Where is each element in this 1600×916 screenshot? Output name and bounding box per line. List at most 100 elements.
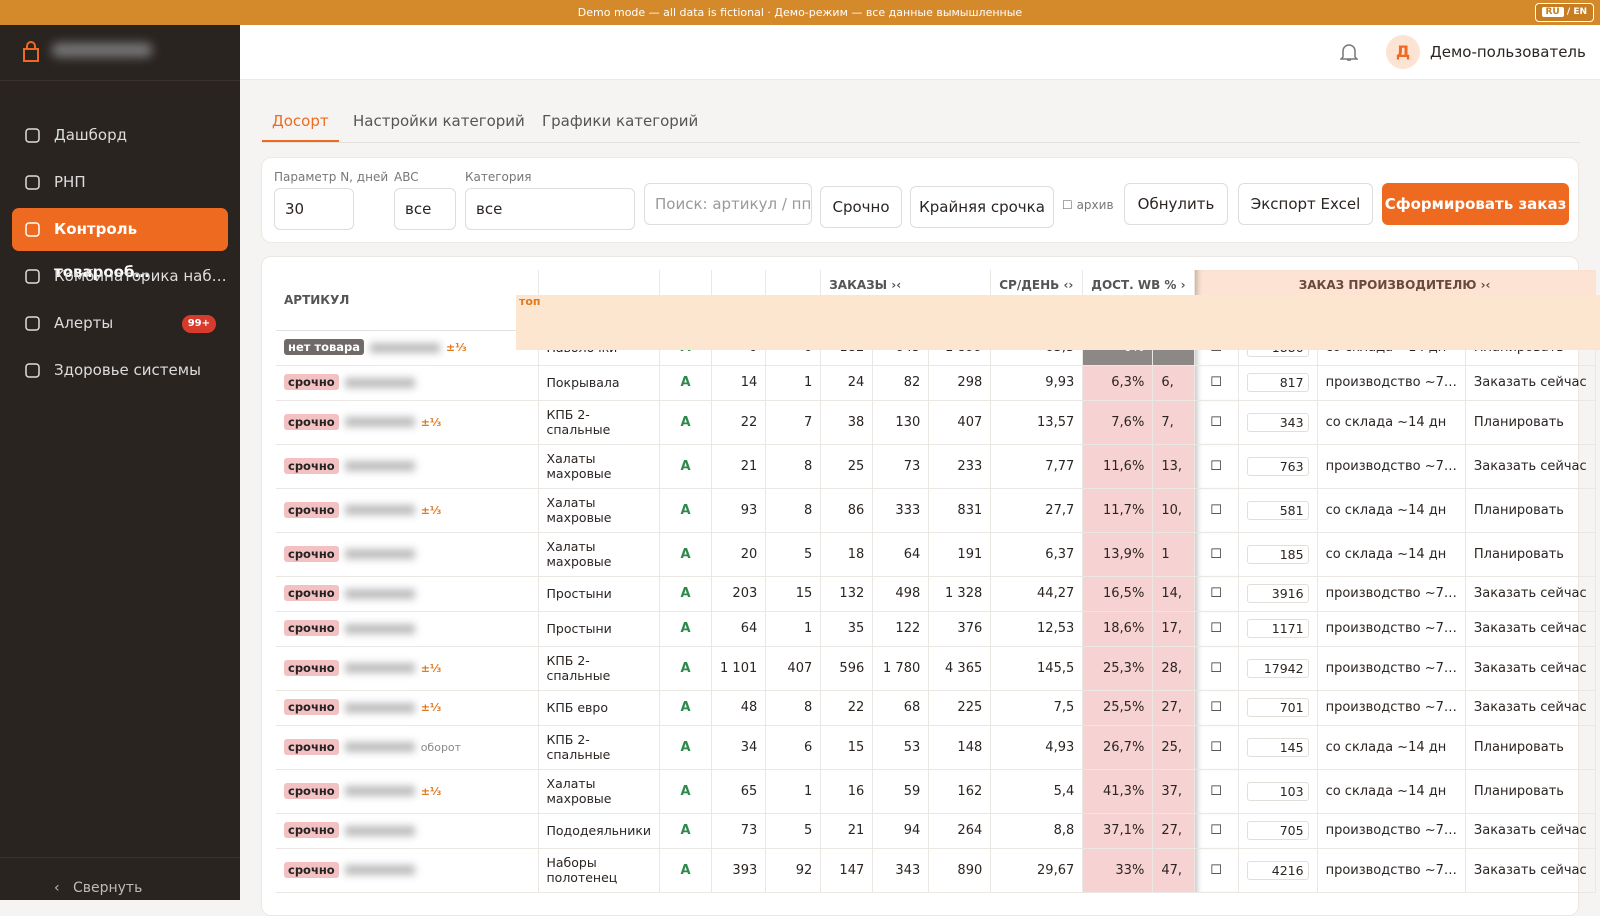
select[interactable]: ☐ [1194, 365, 1239, 401]
nav-item[interactable]: Комбинаторика наб… [12, 255, 228, 298]
nav-label[interactable]: Комбинаторика наб… [54, 267, 227, 285]
nav-label[interactable]: Контроль товарооб… [54, 220, 150, 281]
nav-item[interactable]: Алерты 99+ [12, 302, 228, 345]
mode: со склада ~14 дн [1317, 769, 1466, 814]
nav-item[interactable]: Здоровье системы [12, 349, 228, 392]
value: 225 [928, 690, 992, 726]
value: 1 [765, 611, 822, 647]
select[interactable]: ☐ [1194, 444, 1239, 489]
select[interactable]: ☐ [1194, 488, 1239, 533]
value: 831 [928, 488, 992, 533]
nav-label[interactable]: РНП [54, 173, 86, 191]
collapse[interactable]: ‹ Свернуть [0, 857, 240, 896]
lang[interactable]: EN [1573, 7, 1587, 17]
select[interactable]: ☐ [1194, 813, 1239, 849]
order-button[interactable]: Сформировать заказ [1382, 183, 1569, 225]
q-input[interactable]: 763 [1246, 456, 1309, 476]
delivery-3d: 25,3% [1082, 646, 1154, 691]
select[interactable]: ☐ [1194, 725, 1239, 770]
select[interactable]: ☐ [1194, 848, 1239, 893]
export-button[interactable]: Экспорт Excel [1238, 183, 1373, 225]
reset-button[interactable]: Обнулить [1124, 183, 1228, 225]
category-select[interactable]: все [465, 188, 635, 230]
recommendation: Заказать сейчас [1465, 690, 1596, 726]
select[interactable]: ☐ [1194, 532, 1239, 577]
value: 343 [872, 848, 930, 893]
q-cell: 185 [1238, 532, 1318, 577]
q-input[interactable]: 705 [1246, 821, 1309, 840]
abc: A [659, 400, 713, 445]
select[interactable]: ☐ [1194, 400, 1239, 445]
user-name[interactable]: Демо-пользователь [1430, 43, 1586, 61]
q-input[interactable]: 3916 [1246, 584, 1309, 603]
avatar[interactable]: Д [1386, 35, 1420, 69]
value: 8 [765, 690, 822, 726]
recommendation: Заказать сейчас [1465, 848, 1596, 893]
q-input[interactable]: 1171 [1246, 619, 1309, 638]
recommendation: Заказать сейчас [1465, 646, 1596, 691]
status-tag: нет товара [284, 339, 365, 355]
mode: со склада ~14 дн [1317, 488, 1466, 533]
select[interactable]: ☐ [1194, 576, 1239, 612]
column-header[interactable]: АРТИКУЛ [276, 270, 539, 331]
urgent-button[interactable]: Срочно [820, 186, 902, 228]
status-tag: срочно [284, 585, 339, 601]
value: 64 [872, 532, 930, 577]
q-input[interactable]: 145 [1246, 737, 1309, 757]
value: 122 [872, 611, 930, 647]
nav-item[interactable]: РНП [12, 161, 228, 204]
logo [23, 41, 39, 62]
archive-label[interactable]: архив [1076, 198, 1114, 212]
select[interactable]: ☐ [1194, 769, 1239, 814]
value: 890 [928, 848, 992, 893]
bell[interactable] [1340, 42, 1358, 62]
status-tag: срочно [284, 659, 339, 676]
value: 407 [765, 646, 822, 691]
recommendation: Планировать [1465, 488, 1596, 533]
value: 8 [765, 444, 822, 489]
archive-checkbox[interactable]: ☐ архив [1062, 198, 1114, 212]
nav-label[interactable]: Дашборд [54, 126, 127, 144]
delivery-3d: 33% [1082, 848, 1154, 893]
nav-item[interactable]: Дашборд [12, 114, 228, 157]
tab[interactable]: Графики категорий [542, 112, 699, 130]
q-cell: 763 [1238, 444, 1318, 489]
value: 4 365 [928, 646, 992, 691]
q-input[interactable]: 103 [1246, 781, 1309, 801]
tab[interactable]: Досорт [262, 112, 339, 142]
value: 94 [872, 813, 930, 849]
select[interactable]: ☐ [1194, 646, 1239, 691]
last-urgent-button[interactable]: Крайняя срочка [910, 186, 1054, 228]
q-input[interactable]: 343 [1246, 412, 1309, 432]
search[interactable]: Поиск: артикул / пп [644, 183, 812, 225]
value: 5 [765, 532, 822, 577]
abc: A [659, 769, 713, 814]
q-input[interactable]: 4216 [1246, 860, 1309, 880]
category: КПБ 2-спальные [538, 400, 661, 445]
q-input[interactable]: 701 [1246, 698, 1309, 717]
q-input[interactable]: 17942 [1246, 658, 1309, 678]
q-input[interactable]: 817 [1246, 373, 1309, 392]
tab[interactable]: Настройки категорий [353, 112, 525, 130]
value: 147 [820, 848, 874, 893]
collapse-label[interactable]: Свернуть [72, 880, 143, 896]
q-input[interactable]: 581 [1246, 500, 1309, 520]
table-row: срочнотопХалаты махровыеA21825732337,771… [276, 295, 1600, 489]
value: 82 [872, 365, 930, 401]
value: 65 [711, 769, 767, 814]
abc-select[interactable]: все [394, 188, 456, 230]
n-input[interactable]: 30 [274, 188, 354, 230]
lang[interactable]: RU [1541, 7, 1564, 17]
label: Категория [465, 170, 532, 184]
nav-label[interactable]: Здоровье системы [54, 361, 201, 379]
nav-item[interactable]: Контроль товарооб… [12, 208, 228, 281]
nav-label[interactable]: Алерты [54, 314, 114, 332]
select[interactable]: ☐ [1194, 690, 1239, 726]
q-input[interactable]: 185 [1246, 544, 1309, 564]
select[interactable]: ☐ [1194, 611, 1239, 647]
category: Простыни [538, 611, 661, 647]
